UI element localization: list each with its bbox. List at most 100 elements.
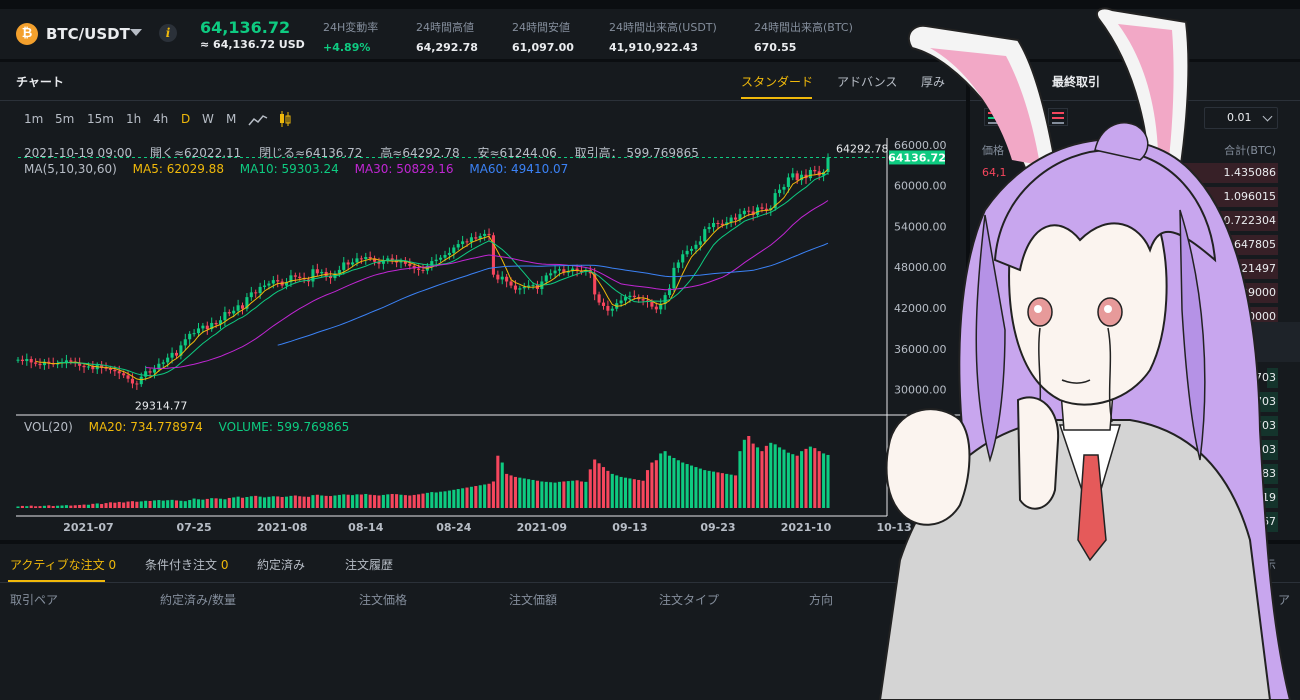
volume-bar (443, 491, 447, 508)
candlestick-chart[interactable]: 66000.00 60000.00 54000.00 48000.00 42000.00… (0, 0, 966, 540)
volume-bar (276, 496, 280, 508)
line-chart-icon[interactable] (248, 113, 268, 127)
ask-price: 64,1 (982, 166, 1007, 179)
ma10-line (57, 172, 829, 377)
volume-bar (20, 505, 24, 508)
candle-body (232, 310, 236, 314)
interval-15m[interactable]: 15m (87, 112, 114, 126)
candle-body (113, 369, 117, 372)
candle-body (34, 362, 38, 364)
volume-bar (756, 447, 760, 508)
candle-body (311, 269, 315, 282)
volume-bar (91, 503, 95, 508)
candle-body (663, 295, 667, 304)
stat-label: 24時間出来高(BTC) (754, 21, 853, 34)
candle-body (800, 174, 804, 181)
volume-bar (641, 480, 645, 508)
candle-body (284, 282, 289, 286)
candle-body (346, 262, 350, 265)
candle-body (254, 292, 258, 294)
candle-body (720, 223, 724, 226)
volume-readout: VOL(20) MA20: 734.778974 VOLUME: 599.769… (24, 420, 361, 434)
volume-bar (232, 497, 236, 508)
volume-bar (421, 493, 425, 508)
candle-body (474, 237, 478, 239)
interval-1w[interactable]: W (202, 112, 214, 126)
candle-body (557, 269, 562, 271)
interval-1mo[interactable]: M (226, 112, 237, 126)
last-price: 64,136.72 (200, 18, 291, 37)
stat-label: 24H変動率 (323, 21, 379, 34)
y-tick-label: 42000.00 (894, 302, 947, 315)
candle-body (289, 275, 293, 283)
candle-body (553, 270, 557, 274)
candle-body (487, 233, 491, 236)
volume-bar (681, 462, 685, 508)
tab-active-orders[interactable]: アクティブな注文 0 (10, 556, 116, 573)
tab-count: 0 (108, 558, 117, 572)
volume-bar (100, 504, 104, 508)
volume-bar (434, 492, 438, 508)
tab-filled-orders[interactable]: 約定済み (257, 558, 306, 572)
x-tick-label: 09-23 (700, 521, 735, 534)
candle-body (478, 235, 482, 239)
candle-body (461, 241, 465, 245)
candle-body (117, 371, 121, 374)
candle-body (126, 375, 130, 379)
chevron-down-icon[interactable] (130, 29, 142, 36)
candle-body (500, 276, 504, 280)
interval-4h[interactable]: 4h (153, 112, 169, 126)
volume-bar (395, 494, 399, 508)
interval-1m[interactable]: 1m (24, 112, 44, 126)
volume-bar (289, 495, 293, 508)
tab-conditional-orders[interactable]: 条件付き注文 0 (145, 556, 228, 573)
volume-bar (786, 452, 790, 508)
pair-selector[interactable]: BTC/USDT (46, 25, 130, 43)
volume-bar (549, 482, 553, 508)
tab-recent-trades[interactable]: 最終取引 (1052, 75, 1101, 89)
candle-body (144, 371, 148, 377)
info-icon[interactable]: i (159, 24, 177, 42)
tab-advanced-view[interactable]: アドバンス (837, 75, 898, 89)
tab-order-history[interactable]: 注文履歴 (345, 558, 394, 572)
candle-body (509, 281, 513, 286)
candle-body (342, 262, 346, 270)
volume-bar (157, 500, 161, 508)
active-orders-tab-indicator (8, 580, 105, 582)
volume-bar (817, 451, 821, 508)
volume-bar (461, 488, 465, 508)
volume-bar (593, 459, 597, 508)
candle-body (566, 271, 570, 273)
candle-body (817, 171, 821, 176)
ask-depth-bar (1239, 283, 1278, 303)
volume-bar (628, 478, 632, 508)
precision-select[interactable]: 0.01 (1204, 107, 1278, 129)
volume-bar (513, 476, 517, 508)
ma60-line (277, 242, 829, 346)
candle-body (434, 259, 438, 262)
volume-bar (324, 495, 328, 508)
interval-1d[interactable]: D (181, 112, 191, 126)
book-asks-icon[interactable] (1048, 108, 1068, 126)
last-price-usd: ≈ 64,136.72 USD (200, 38, 305, 51)
x-tick-label: 2021-07 (63, 521, 114, 534)
interval-5m[interactable]: 5m (55, 112, 75, 126)
y-tick-label: 30000.00 (894, 384, 947, 397)
x-tick-label: 2021-09 (517, 521, 568, 534)
candle-body (469, 237, 473, 243)
volume-bar (122, 502, 126, 508)
candle-body (82, 365, 86, 368)
interval-1h[interactable]: 1h (126, 112, 142, 126)
candle-body (196, 328, 201, 334)
volume-bar (148, 500, 152, 508)
stat-24h-high: 24時間高値 64,292.78 (416, 19, 478, 54)
candlestick-icon[interactable] (278, 110, 292, 128)
volume-bar (447, 490, 451, 508)
volume-bar (64, 505, 68, 508)
col-header-order-type: 注文タイプ (659, 593, 720, 607)
anime-character-illustration (878, 7, 1292, 700)
tab-depth-view[interactable]: 厚み (921, 75, 946, 89)
volume-bar (764, 445, 768, 508)
volume-bar (535, 480, 539, 508)
tab-standard-view[interactable]: スタンダード (741, 75, 814, 89)
